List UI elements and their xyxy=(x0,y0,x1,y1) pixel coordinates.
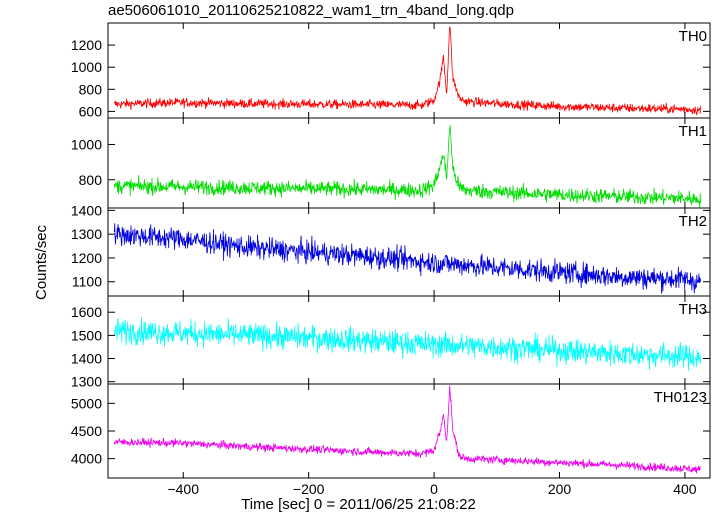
y-tick-label: 4500 xyxy=(71,423,102,439)
y-tick-label: 600 xyxy=(79,103,103,119)
y-tick-label: 1200 xyxy=(71,37,102,53)
y-tick-label: 1300 xyxy=(71,226,102,242)
y-tick-label: 1100 xyxy=(72,274,102,290)
y-tick-label: 1400 xyxy=(71,202,102,218)
panel-frame-th2 xyxy=(107,207,711,297)
x-tick-label: −400 xyxy=(167,481,199,497)
y-tick-label: 1500 xyxy=(71,327,102,343)
y-tick-label: 1000 xyxy=(71,59,102,75)
series-line-th2 xyxy=(113,223,701,294)
y-tick-label: 1200 xyxy=(71,250,102,266)
y-tick-label: 1000 xyxy=(71,136,102,152)
y-tick-label: 800 xyxy=(79,172,103,188)
series-line-th0 xyxy=(113,26,701,116)
y-tick-label: 800 xyxy=(79,81,103,97)
y-tick-label: 1600 xyxy=(71,304,102,320)
panel-label-th1: TH1 xyxy=(679,123,707,140)
chart-title: ae506061010_20110625210822_wam1_trn_4ban… xyxy=(108,2,514,19)
panel-label-th0: TH0 xyxy=(679,28,707,45)
panel-label-th0123: TH0123 xyxy=(654,389,707,406)
x-tick-label: 400 xyxy=(673,481,697,497)
y-tick-label: 1400 xyxy=(71,351,102,367)
series-line-th1 xyxy=(113,125,701,208)
series-line-th3 xyxy=(113,316,701,372)
series-line-th0123 xyxy=(113,385,701,474)
x-tick-label: 0 xyxy=(430,481,438,497)
x-tick-label: −200 xyxy=(293,481,325,497)
x-tick-label: 200 xyxy=(548,481,572,497)
y-tick-label: 5000 xyxy=(71,395,102,411)
panel-label-th3: TH3 xyxy=(679,301,707,318)
y-tick-label: 4000 xyxy=(71,451,102,467)
x-axis-label: Time [sec] 0 = 2011/06/25 21:08:22 xyxy=(241,496,476,513)
y-tick-label: 1300 xyxy=(71,374,102,390)
panel-label-th2: TH2 xyxy=(679,213,707,230)
